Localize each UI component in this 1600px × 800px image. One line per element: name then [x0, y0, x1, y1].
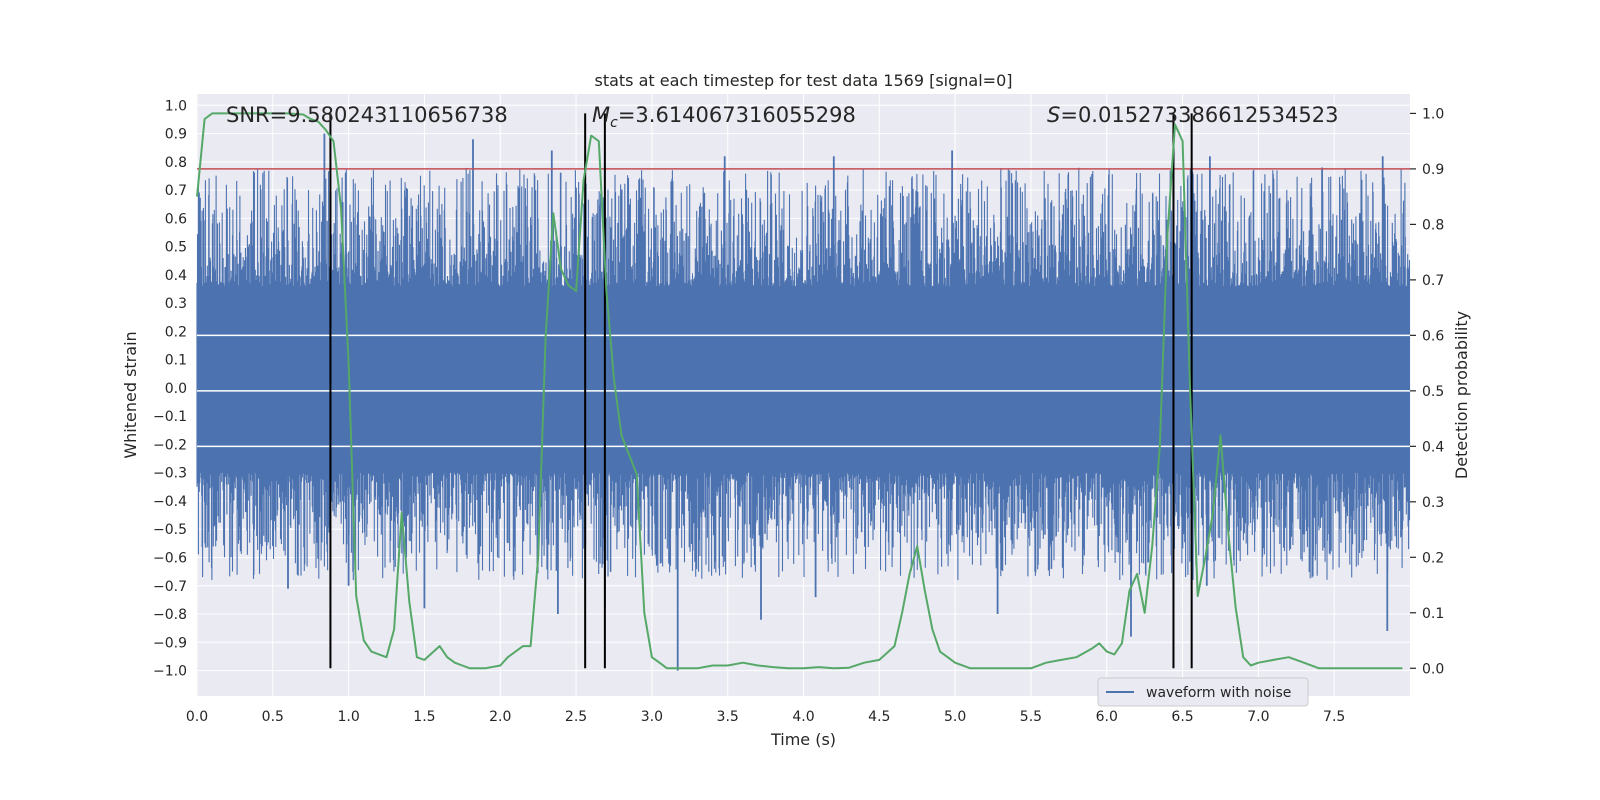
y-tick-label: 0.3 [165, 296, 187, 312]
y-tick-label: −0.5 [153, 522, 187, 538]
y2-tick-label: 0.8 [1422, 217, 1444, 233]
y-tick-label: 0.8 [165, 155, 187, 171]
y-tick-label: 0.1 [165, 353, 187, 369]
y-tick-label: 0.0 [165, 381, 187, 397]
x-tick-label: 1.0 [337, 709, 359, 725]
y2-tick-label: 1.0 [1422, 106, 1444, 122]
mc-value: =3.614067316055298 [618, 103, 856, 127]
mc-symbol: M [592, 103, 610, 127]
axes: 0.0 0.5 1.0 1.5 2.0 2.5 3.0 3.5 4.0 4.5 5.0 5.5 6.0 6… [153, 98, 1444, 725]
y2-tick-label: 0.4 [1422, 439, 1444, 455]
y-tick-label: −0.6 [153, 551, 187, 567]
s-symbol: S [1047, 103, 1060, 127]
y-tick-label: −0.8 [153, 607, 187, 623]
y-tick-label: −0.7 [153, 579, 187, 595]
mc-subscript: c [610, 115, 618, 131]
snr-annotation: SNR=9.580243110656738 [226, 103, 508, 127]
y2-tick-label: 0.2 [1422, 550, 1444, 566]
y-tick-label: 0.7 [165, 183, 187, 199]
y-tick-label: 0.9 [165, 127, 187, 143]
y-tick-label: −0.2 [153, 437, 187, 453]
overlay-series [196, 112, 1410, 670]
y-tick-label: −1.0 [153, 664, 187, 680]
y-tick-label: 0.4 [165, 268, 187, 284]
x-tick-label: 4.0 [792, 709, 814, 725]
legend-box [1097, 677, 1309, 707]
legend-label: waveform with noise [1146, 685, 1291, 701]
chart-title: stats at each timestep for test data 156… [594, 71, 1012, 90]
s-value: =0.015273386612534523 [1060, 103, 1338, 127]
x-tick-label: 7.5 [1323, 709, 1345, 725]
x-tick-label: 2.5 [565, 709, 587, 725]
x-tick-label: 3.0 [641, 709, 663, 725]
x-tick-label: 5.0 [944, 709, 966, 725]
y-tick-label: −0.3 [153, 466, 187, 482]
legend: waveform with noise [1097, 677, 1309, 707]
y2-tick-label: 0.9 [1422, 162, 1444, 178]
y-tick-label: 0.6 [165, 211, 187, 227]
x-tick-label: 4.5 [868, 709, 890, 725]
x-tick-label: 2.0 [489, 709, 511, 725]
y-tick-label: 1.0 [165, 98, 187, 114]
s-annotation: S=0.015273386612534523 [1047, 103, 1338, 127]
y2-axis-label: Detection probability [1452, 311, 1471, 479]
y2-tick-label: 0.6 [1422, 328, 1444, 344]
y-axis-label: Whitened strain [121, 331, 140, 458]
y-tick-label: −0.1 [153, 409, 187, 425]
detection-probability-line [196, 112, 1403, 670]
x-tick-label: 0.5 [262, 709, 284, 725]
x-tick-label: 1.5 [413, 709, 435, 725]
chirp-mass-annotation: Mc=3.614067316055298 [592, 103, 856, 131]
y-tick-label: 0.2 [165, 324, 187, 340]
y-tick-label: −0.4 [153, 494, 187, 510]
y-tick-label: 0.5 [165, 240, 187, 256]
x-tick-label: 7.0 [1247, 709, 1269, 725]
y2-tick-label: 0.5 [1422, 384, 1444, 400]
y-tick-label: −0.9 [153, 635, 187, 651]
y2-tick-label: 0.3 [1422, 495, 1444, 511]
x-tick-label: 5.5 [1020, 709, 1042, 725]
waveform-spikes [287, 122, 1389, 671]
x-tick-label: 6.5 [1171, 709, 1193, 725]
y2-tick-label: 0.1 [1422, 606, 1444, 622]
x-tick-label: 3.5 [717, 709, 739, 725]
y2-tick-label: 0.0 [1422, 661, 1444, 677]
x-axis-label: Time (s) [770, 730, 836, 749]
x-tick-label: 0.0 [186, 709, 208, 725]
y2-tick-label: 0.7 [1422, 273, 1444, 289]
waveform-series [196, 122, 1411, 671]
x-tick-label: 6.0 [1096, 709, 1118, 725]
